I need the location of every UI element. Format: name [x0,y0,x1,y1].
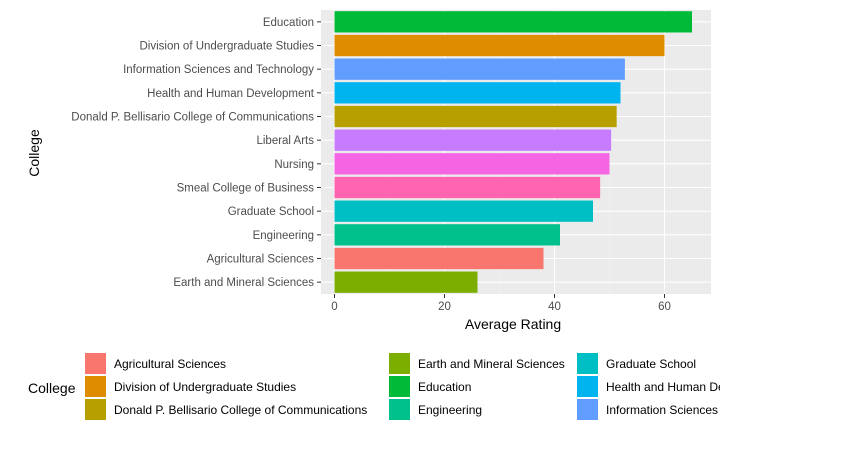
bar [334,82,621,104]
legend-label: Engineering [418,403,482,417]
x-axis-title: Average Rating [465,316,561,332]
y-tick-label: Agricultural Sciences [207,254,315,266]
minor-gridlines [389,10,610,294]
y-tick-label: Education [263,17,314,29]
legend-key [85,399,106,420]
bar [334,129,612,151]
legend-key [85,376,106,397]
bar [334,11,692,33]
bar [334,105,617,128]
y-tick-label: Donald P. Bellisario College of Communic… [71,112,314,124]
legend-key [389,353,410,374]
legend-key [577,353,598,374]
legend-label: Division of Undergraduate Studies [114,380,296,394]
bar [334,34,665,57]
y-tick-label: Nursing [274,159,314,171]
legend-label: Earth and Mineral Sciences [418,357,565,371]
legend-label: Donald P. Bellisario College of Communic… [114,403,367,417]
bar [334,247,544,270]
y-tick-label: Information Sciences and Technology [123,64,314,76]
y-tick-label: Graduate School [228,206,314,218]
legend-label: Health and Human Development [606,380,781,394]
legend-title: College [28,380,76,396]
legend: College Agricultural Sciences Division of… [28,353,805,420]
y-axis-title: College [26,129,42,177]
bar [334,58,625,80]
legend-label: Agricultural Sciences [114,357,226,371]
x-tick-label: 40 [548,301,561,313]
bar [334,271,478,293]
y-tick-label: Liberal Arts [256,135,314,147]
bar [334,176,601,199]
x-axis-ticks: 0 20 40 60 [331,294,671,313]
bar [334,224,560,246]
y-tick-label: Earth and Mineral Sciences [173,277,314,289]
legend-key [577,376,598,397]
x-tick-label: 0 [331,301,337,313]
x-tick-label: 60 [658,301,671,313]
legend-key [85,353,106,374]
plot-panel [321,10,711,294]
y-tick-label: Engineering [253,230,314,242]
bar [334,200,593,222]
legend-key [389,376,410,397]
y-tick-label: Smeal College of Business [177,183,315,195]
bars [334,11,692,293]
y-tick-label: Health and Human Development [147,88,315,100]
legend-label: Graduate School [606,357,696,371]
legend-key [577,399,598,420]
x-tick-label: 20 [438,301,451,313]
legend-key [389,399,410,420]
y-axis-ticks: Education Division of Undergraduate Studi… [71,17,321,289]
legend-label: Information Sciences and Technology [606,403,805,417]
legend-label: Education [418,380,471,394]
bar [334,153,610,175]
y-tick-label: Division of Undergraduate Studies [139,41,314,53]
